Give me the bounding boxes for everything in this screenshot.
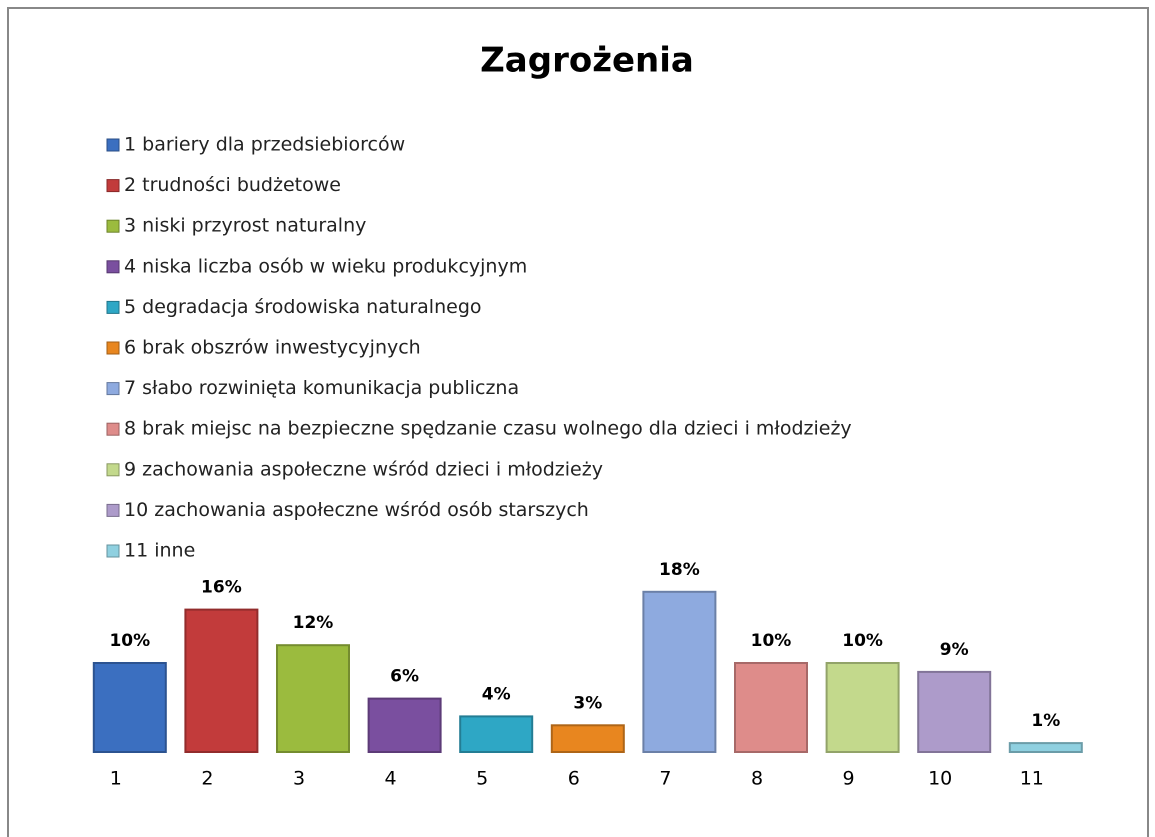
bar	[459, 715, 534, 754]
x-tick-label: 1	[110, 768, 122, 790]
x-tick-label: 3	[293, 768, 305, 790]
value-label: 10%	[842, 631, 883, 651]
x-tick-label: 5	[476, 768, 488, 790]
legend-label: 9 zachowania aspołeczne wśród dzieci i m…	[124, 458, 603, 480]
value-label: 10%	[109, 631, 150, 651]
x-tick-label: 4	[385, 768, 397, 790]
legend-label: 10 zachowania aspołeczne wśród osób star…	[124, 499, 589, 521]
legend-swatch	[106, 260, 120, 274]
legend-label: 3 niski przyrost naturalny	[124, 215, 366, 237]
legend-label: 11 inne	[124, 540, 195, 562]
legend-label: 1 bariery dla przedsiebiorców	[124, 134, 405, 156]
legend-label: 6 brak obszrów inwestycyjnych	[124, 337, 421, 359]
x-tick-label: 6	[568, 768, 580, 790]
legend-swatch	[106, 179, 120, 193]
value-label: 16%	[201, 578, 242, 598]
legend-swatch	[106, 219, 120, 233]
legend-swatch	[106, 422, 120, 436]
value-label: 4%	[482, 684, 511, 704]
x-tick-label: 11	[1020, 768, 1044, 790]
bar	[1008, 742, 1083, 753]
bar	[367, 697, 442, 753]
value-label: 10%	[751, 631, 792, 651]
bar	[642, 590, 717, 753]
x-tick-label: 7	[659, 768, 671, 790]
legend-label: 5 degradacja środowiska naturalnego	[124, 296, 482, 318]
legend-swatch	[106, 341, 120, 355]
bar	[92, 662, 167, 753]
legend-swatch	[106, 138, 120, 152]
legend-swatch	[106, 463, 120, 477]
x-tick-label: 10	[928, 768, 952, 790]
bar	[825, 662, 900, 753]
bar	[276, 644, 350, 754]
bar	[550, 724, 625, 753]
value-label: 9%	[940, 640, 969, 660]
legend-label: 8 brak miejsc na bezpieczne spędzanie cz…	[124, 418, 852, 440]
legend-swatch	[106, 300, 120, 314]
value-label: 6%	[390, 667, 419, 687]
legend-label: 7 słabo rozwinięta komunikacja publiczna	[124, 377, 519, 399]
x-tick-label: 2	[201, 768, 213, 790]
value-label: 12%	[293, 613, 334, 633]
bar	[184, 608, 259, 753]
x-tick-label: 8	[751, 768, 763, 790]
legend-swatch	[106, 503, 120, 517]
legend-label: 4 niska liczba osób w wieku produkcyjnym	[124, 255, 527, 277]
legend-swatch	[106, 544, 120, 558]
value-label: 3%	[573, 693, 602, 713]
bar	[917, 670, 992, 754]
value-label: 18%	[659, 560, 700, 580]
chart-title: Zagrożenia	[480, 41, 694, 81]
x-tick-label: 9	[843, 768, 855, 790]
legend-label: 2 trudności budżetowe	[124, 174, 341, 196]
legend-swatch	[106, 382, 120, 396]
value-label: 1%	[1031, 711, 1060, 731]
bar	[734, 662, 808, 753]
